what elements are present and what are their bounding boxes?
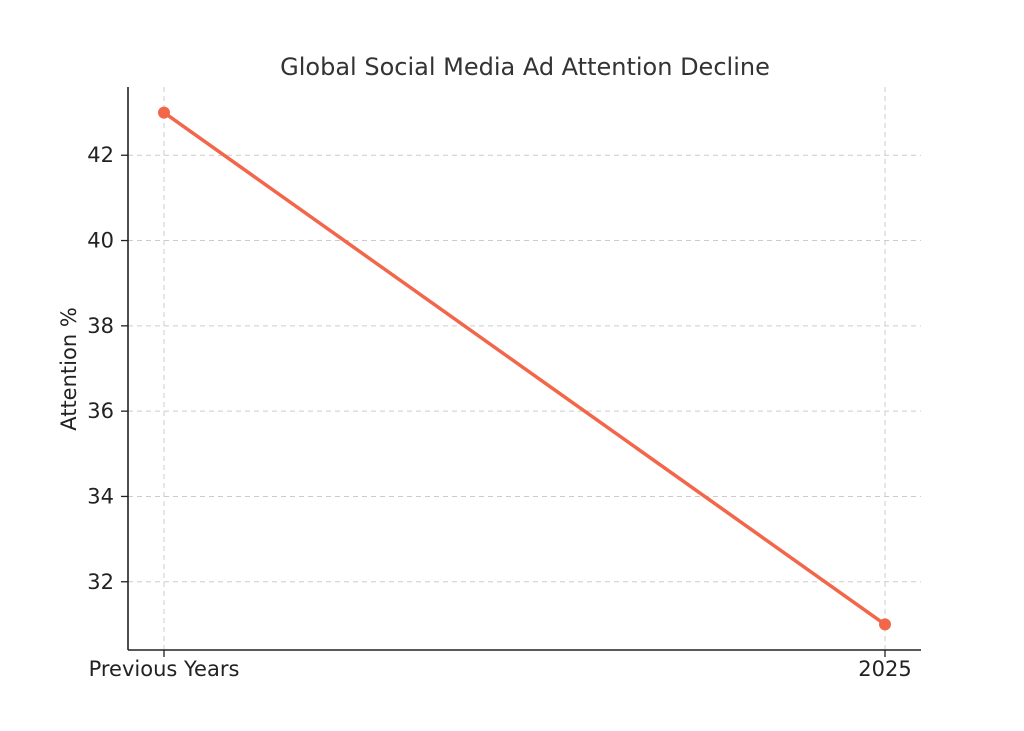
y-tick-label: 32 — [87, 570, 114, 594]
x-tick-label: Previous Years — [89, 657, 240, 681]
chart-title: Global Social Media Ad Attention Decline — [280, 53, 770, 81]
axis-ticks: 32 34 36 38 40 42 Previous Years 2025 — [87, 143, 911, 681]
x-tick-label: 2025 — [858, 657, 911, 681]
y-tick-label: 36 — [87, 399, 114, 423]
y-tick-label: 42 — [87, 143, 114, 167]
grid-lines — [128, 87, 921, 650]
y-tick-label: 34 — [87, 484, 114, 508]
data-point — [158, 106, 170, 119]
y-tick-label: 38 — [87, 314, 114, 338]
series-line — [162, 110, 887, 627]
axes — [127, 87, 921, 651]
y-tick-label: 40 — [87, 229, 114, 253]
data-point — [879, 618, 891, 631]
series — [158, 106, 891, 631]
y-axis-label: Attention % — [57, 307, 81, 431]
